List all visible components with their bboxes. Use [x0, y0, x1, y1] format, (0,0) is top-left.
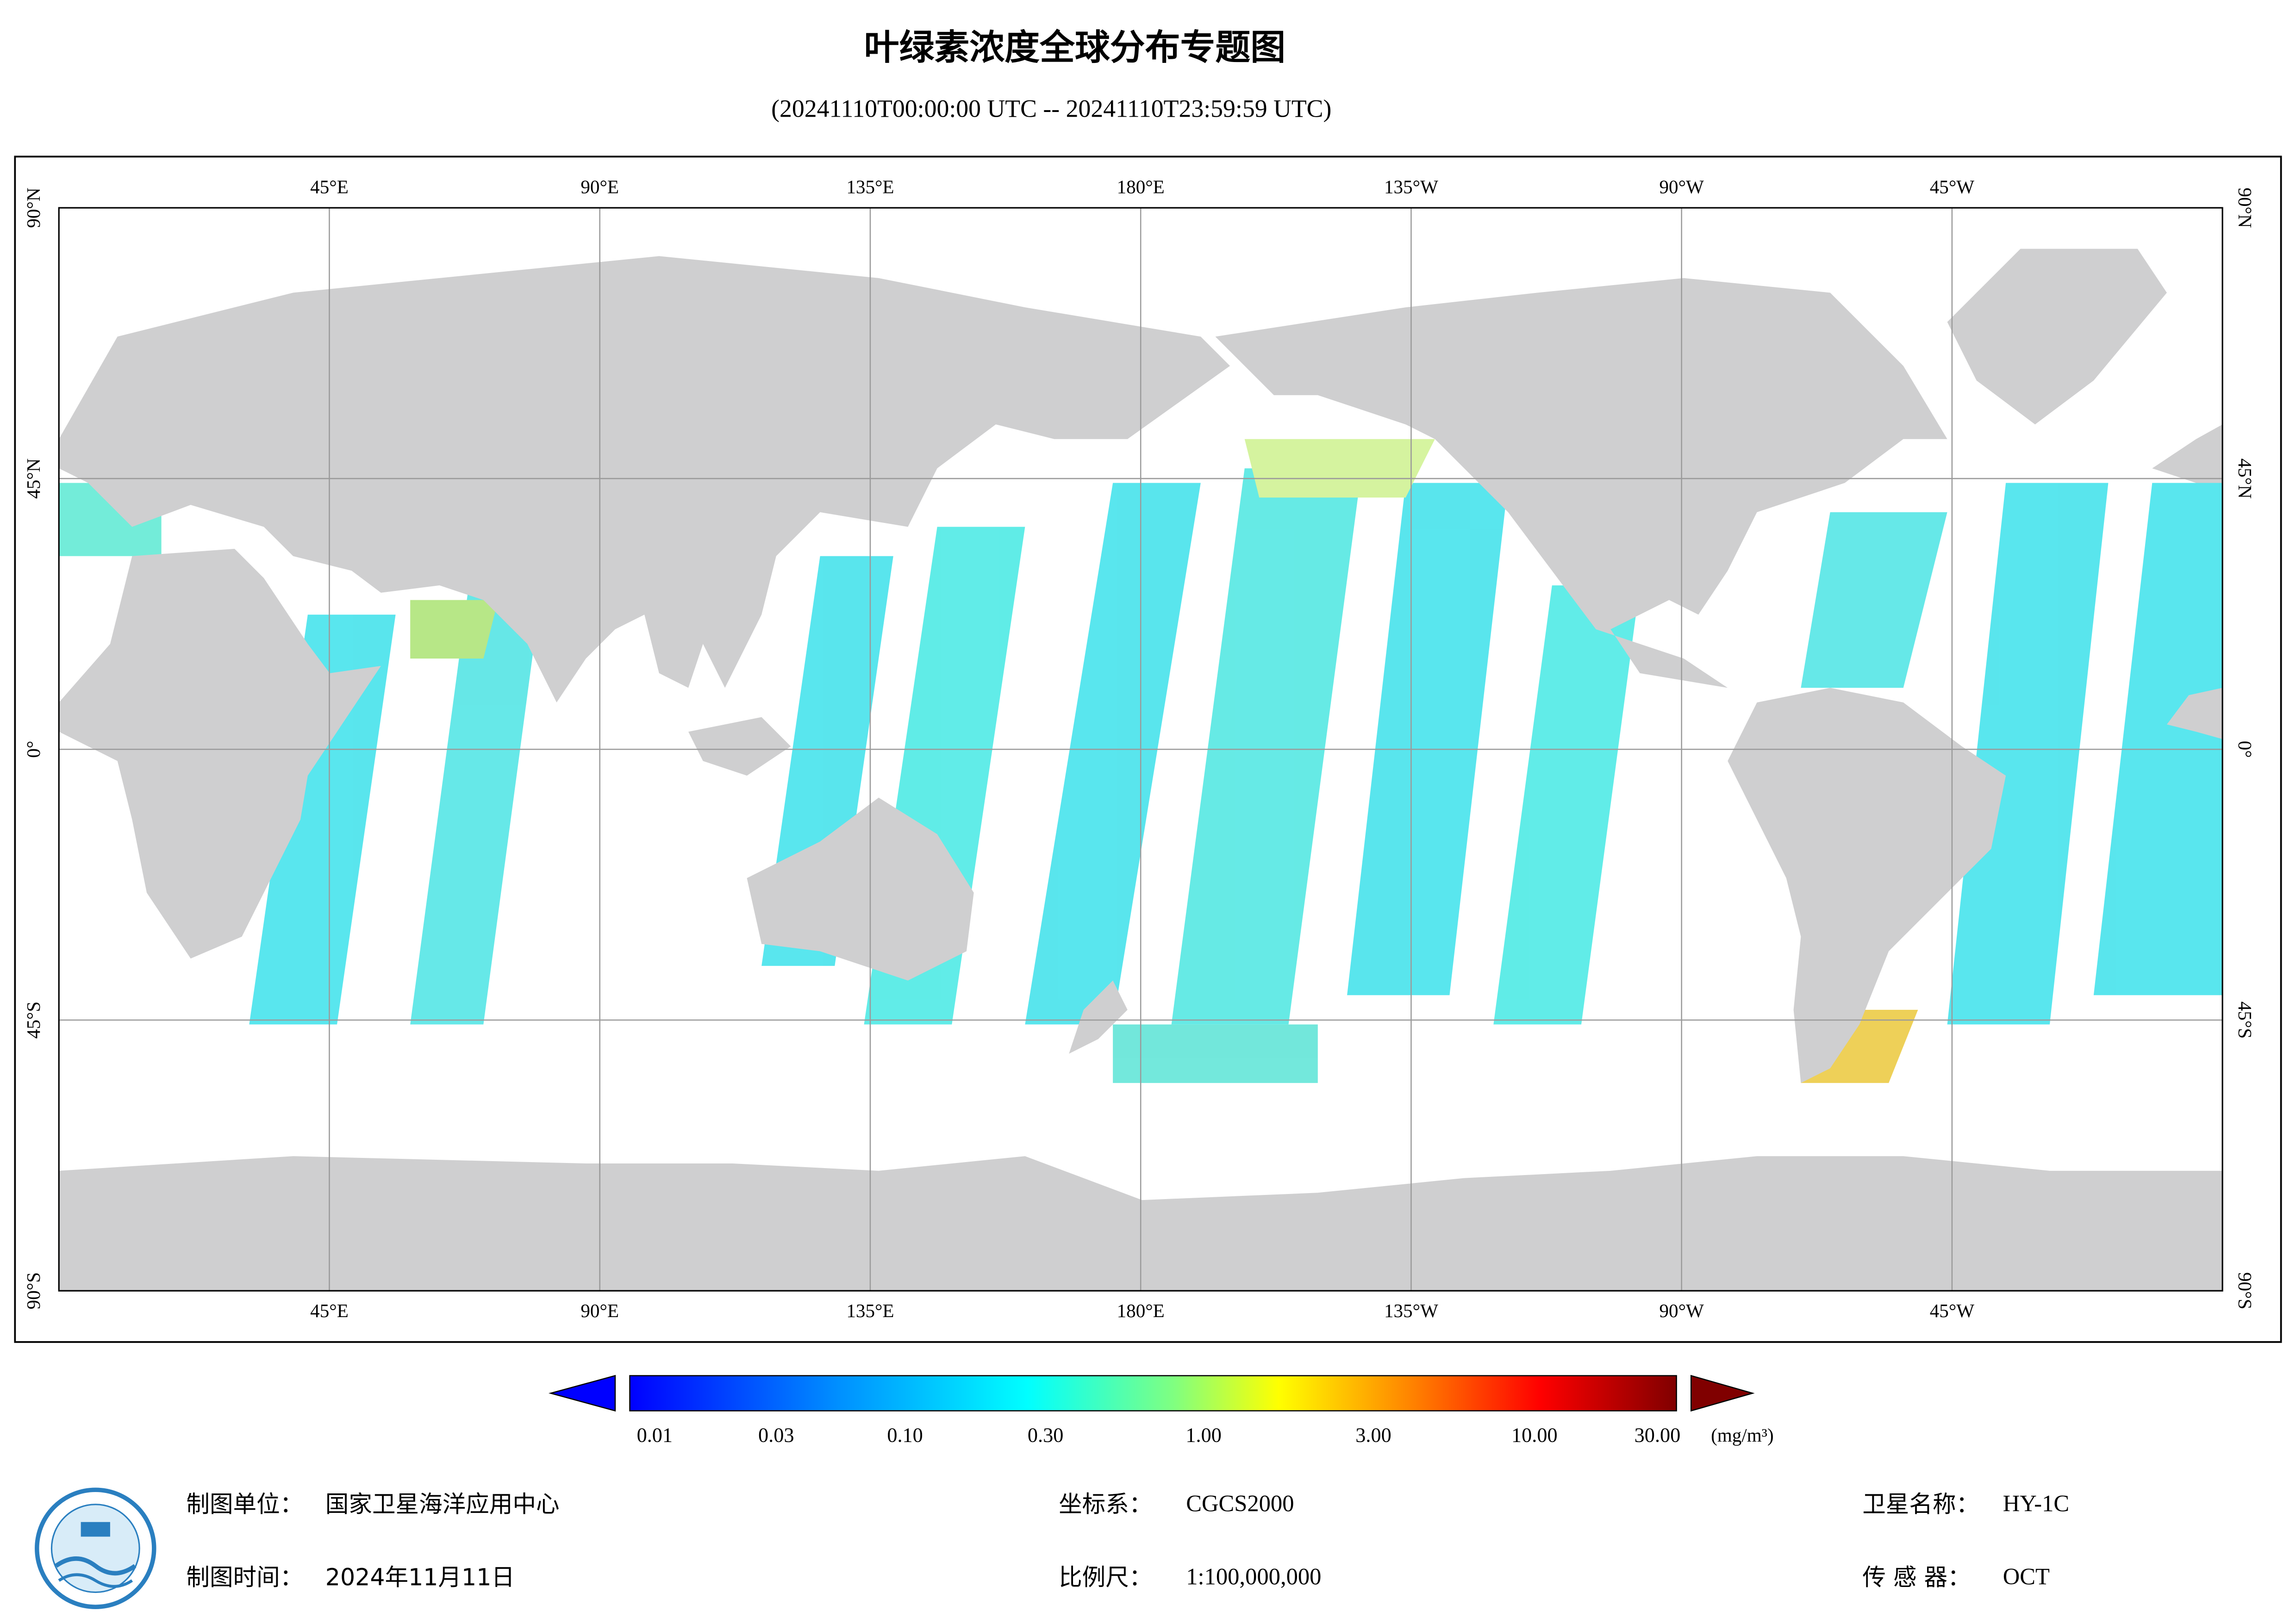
lon-label-top: 45°E	[310, 176, 349, 197]
lat-label-left: 90°N	[23, 187, 44, 228]
colorbar-tick-label: 0.01	[637, 1424, 673, 1447]
unit: 国家卫星海洋应用中心	[325, 1491, 560, 1518]
lat-label-right: 45°S	[2234, 1001, 2256, 1038]
lon-label-bottom: 135°W	[1384, 1300, 1438, 1321]
lon-label-top: 45°W	[1930, 176, 1975, 197]
lat-label-left: 0°	[23, 741, 44, 758]
crs: CGCS2000	[1186, 1491, 1294, 1517]
colorbar-ramp	[629, 1375, 1677, 1412]
lon-label-bottom: 180°E	[1117, 1300, 1165, 1321]
lon-label-top: 180°E	[1117, 176, 1165, 197]
colorbar	[548, 1374, 1755, 1412]
colorbar-tick-label: 0.10	[887, 1424, 923, 1447]
lon-label-top: 135°W	[1384, 176, 1438, 197]
lat-label-left: 45°N	[23, 458, 44, 498]
date-label: 制图时间：	[186, 1564, 303, 1591]
lon-label-top: 135°E	[846, 176, 894, 197]
data-swaths	[59, 439, 2223, 1083]
date: 2024年11月11日	[325, 1564, 515, 1591]
subtitle: (20241110T00:00:00 UTC -- 20241110T23:59…	[771, 95, 1331, 123]
lat-label-right: 45°N	[2234, 458, 2256, 498]
scale: 1:100,000,000	[1186, 1564, 1321, 1590]
lat-label-right: 90°S	[2234, 1272, 2256, 1309]
lon-label-bottom: 45°E	[310, 1300, 349, 1321]
map-border	[14, 155, 2282, 1343]
logo	[35, 1487, 156, 1609]
footer: 制图单位： 国家卫星海洋应用中心 制图时间： 2024年11月11日 坐标系： …	[186, 1491, 2069, 1591]
lon-label-top: 90°W	[1659, 176, 1704, 197]
colorbar-high-arrow	[1690, 1374, 1755, 1412]
colorbar-tick-label: 0.30	[1028, 1424, 1063, 1447]
colorbar-tick-label: 3.00	[1355, 1424, 1391, 1447]
map-frame	[58, 207, 2223, 1292]
colorbar-tick-label: 0.03	[758, 1424, 794, 1447]
lat-label-left: 45°S	[23, 1001, 44, 1038]
lon-label-bottom: 135°E	[846, 1300, 894, 1321]
scale-label: 比例尺：	[1059, 1564, 1152, 1591]
lat-label-right: 0°	[2234, 741, 2256, 758]
title: 叶绿素浓度全球分布专题图	[864, 27, 1286, 68]
lon-label-bottom: 90°E	[580, 1300, 619, 1321]
colorbar-tick-label: 1.00	[1185, 1424, 1221, 1447]
colorbar-tick-label: 30.00	[1635, 1424, 1681, 1447]
lon-label-bottom: 45°W	[1930, 1300, 1975, 1321]
satellite: HY-1C	[2003, 1491, 2069, 1517]
colorbar-low-arrow	[548, 1374, 616, 1412]
map	[59, 208, 2223, 1291]
satellite-label: 卫星名称：	[1862, 1491, 1979, 1518]
lat-label-right: 90°N	[2234, 187, 2256, 228]
sensor-label: 传 感 器：	[1862, 1564, 1971, 1591]
colorbar-ticks: 0.01 0.03 0.10 0.30 1.00 3.00 10.00 30.00	[637, 1424, 1681, 1447]
sensor: OCT	[2003, 1564, 2050, 1590]
lon-label-bottom: 90°W	[1659, 1300, 1704, 1321]
colorbar-unit: (mg/m³)	[1711, 1424, 1774, 1446]
lon-label-top: 90°E	[580, 176, 619, 197]
lat-label-left: 90°S	[23, 1272, 44, 1309]
colorbar-tick-label: 10.00	[1511, 1424, 1558, 1447]
crs-label: 坐标系：	[1059, 1491, 1152, 1518]
unit-label: 制图单位：	[186, 1491, 303, 1518]
map-labels: 45°E 45°E 90°E 90°E 135°E 135°E 180°E 180°E 135°…	[23, 176, 2256, 1321]
